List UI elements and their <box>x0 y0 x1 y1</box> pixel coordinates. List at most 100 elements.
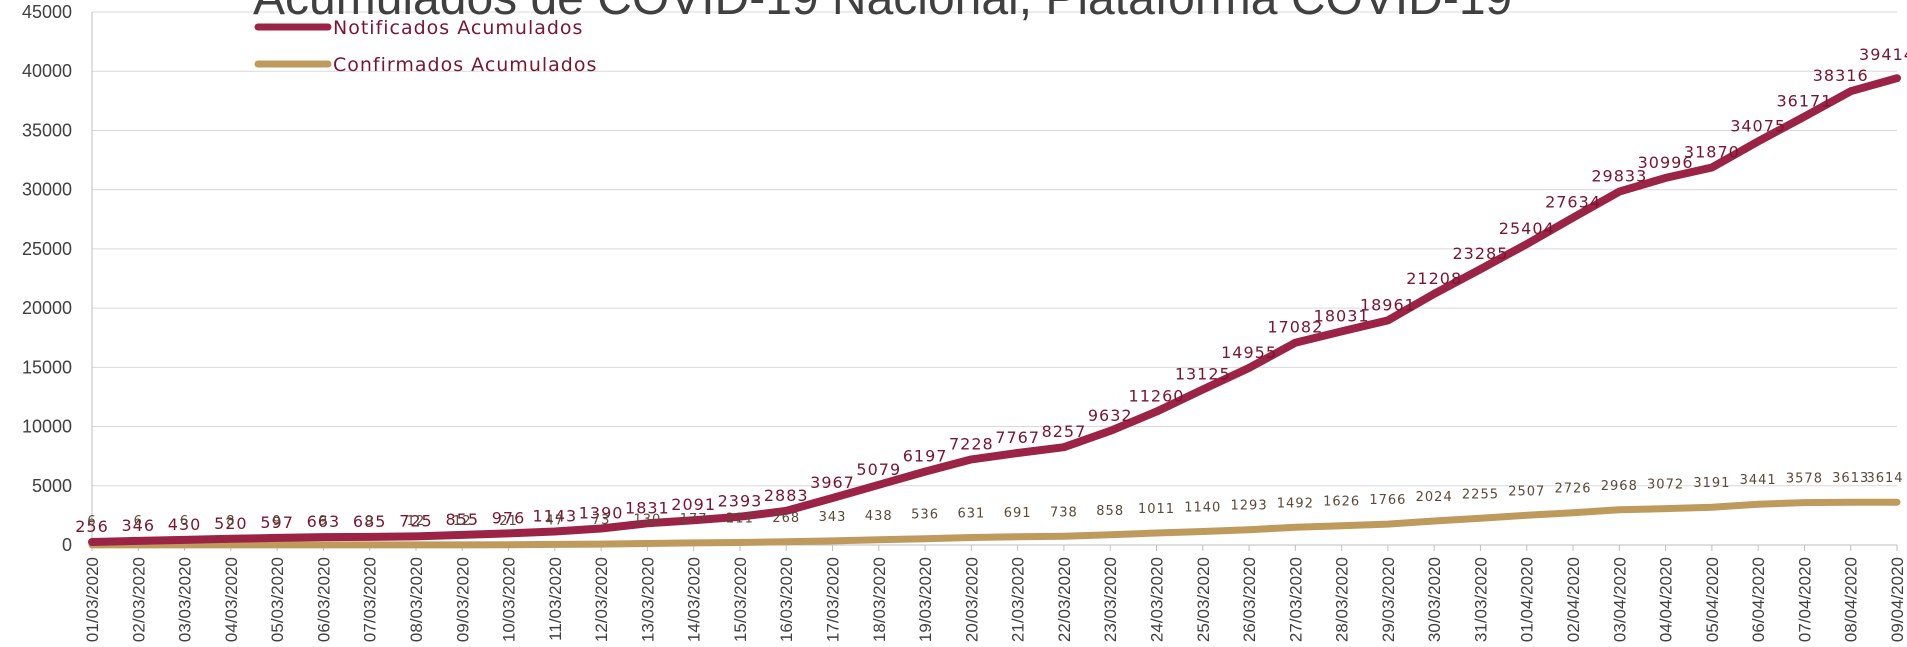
data-label-confirmados: 1140 <box>1184 500 1221 515</box>
y-tick-label: 5000 <box>32 476 72 496</box>
y-tick-label: 40000 <box>22 61 72 81</box>
data-label-confirmados: 2255 <box>1462 487 1499 502</box>
data-label-notificados: 14955 <box>1221 343 1277 362</box>
x-tick-label: 22/03/2020 <box>1055 557 1074 642</box>
x-tick-label: 14/03/2020 <box>685 557 704 642</box>
data-label-notificados: 18031 <box>1314 306 1370 325</box>
data-label-notificados: 6197 <box>903 447 948 466</box>
x-tick-label: 11/03/2020 <box>546 557 565 641</box>
series-line-notificados-acumulados <box>88 74 1901 546</box>
data-label-confirmados: 3578 <box>1786 472 1823 487</box>
data-label-notificados: 2091 <box>671 495 716 514</box>
data-label-notificados: 39414 <box>1859 45 1907 64</box>
data-label-notificados: 597 <box>260 513 294 532</box>
x-tick-label: 09/04/2020 <box>1888 557 1907 642</box>
data-label-confirmados: 2968 <box>1601 479 1638 494</box>
x-tick-label: 24/03/2020 <box>1147 557 1166 642</box>
x-tick-label: 02/04/2020 <box>1564 557 1583 642</box>
y-tick-label: 20000 <box>22 298 72 318</box>
data-label-notificados: 256 <box>75 517 109 536</box>
y-tick-label: 35000 <box>22 120 72 140</box>
x-tick-label: 02/03/2020 <box>129 557 148 642</box>
data-label-notificados: 520 <box>214 514 248 533</box>
x-tick-label: 05/04/2020 <box>1703 557 1722 642</box>
data-label-confirmados: 3191 <box>1693 476 1730 491</box>
y-tick-label: 15000 <box>22 357 72 377</box>
data-label-notificados: 34075 <box>1730 116 1786 135</box>
x-tick-label: 25/03/2020 <box>1194 557 1213 642</box>
data-labels: 256 346 430 520 597 663 685 725 855 976 1143 1390 18… <box>75 45 1907 536</box>
y-axis-ticks: 0 5000 10000 15000 20000 25000 30000 35000 40000… <box>22 2 72 555</box>
data-label-notificados: 11260 <box>1129 387 1185 406</box>
data-label-notificados: 1143 <box>532 506 577 525</box>
data-label-confirmados: 47 <box>546 513 565 528</box>
data-label-confirmados: 438 <box>865 509 893 524</box>
x-tick-label: 26/03/2020 <box>1240 557 1259 642</box>
x-tick-label: 01/03/2020 <box>83 557 102 642</box>
y-tick-label: 30000 <box>22 180 72 200</box>
data-label-confirmados: 268 <box>772 511 800 526</box>
x-tick-label: 05/03/2020 <box>268 557 287 642</box>
data-label-notificados: 2393 <box>718 492 763 511</box>
data-label-confirmados: 536 <box>911 508 939 523</box>
data-label-notificados: 9632 <box>1088 406 1133 425</box>
x-tick-label: 03/04/2020 <box>1610 557 1629 642</box>
data-label-confirmados: 12 <box>407 514 426 529</box>
x-tick-label: 07/03/2020 <box>361 557 380 642</box>
data-label-notificados: 663 <box>307 512 341 531</box>
data-label-confirmados: 691 <box>1004 506 1032 521</box>
data-label-confirmados: 2024 <box>1416 490 1453 505</box>
data-label-notificados: 5079 <box>856 460 901 479</box>
data-label-notificados: 23285 <box>1453 244 1509 263</box>
data-label-confirmados: 6 <box>134 514 143 529</box>
data-label-notificados: 29833 <box>1591 167 1647 186</box>
data-label-confirmados: 21 <box>499 514 518 529</box>
data-label-confirmados: 1011 <box>1138 502 1175 517</box>
x-tick-label: 07/04/2020 <box>1795 557 1814 642</box>
data-label-confirmados: 1766 <box>1369 493 1406 508</box>
data-label-confirmados: 211 <box>726 512 754 527</box>
x-axis-ticks: 01/03/2020 02/03/2020 03/03/2020 04/03/2020… <box>83 545 1907 642</box>
x-tick-label: 01/04/2020 <box>1518 557 1537 642</box>
data-label-confirmados: 1492 <box>1277 496 1314 511</box>
data-label-confirmados: 9 <box>319 514 328 529</box>
x-tick-label: 15/03/2020 <box>731 557 750 642</box>
data-label-notificados: 855 <box>445 510 479 529</box>
data-label-notificados: 346 <box>122 516 156 535</box>
data-label-notificados: 7228 <box>949 434 994 453</box>
data-label-confirmados: 2726 <box>1554 482 1591 497</box>
data-label-confirmados: 3614 <box>1866 471 1903 486</box>
legend-label: Notificados Acumulados <box>333 17 583 39</box>
data-label-confirmados: 858 <box>1096 504 1124 519</box>
data-label-notificados: 21208 <box>1406 269 1462 288</box>
x-tick-label: 13/03/2020 <box>638 557 657 642</box>
series-line-confirmados-acumulados <box>88 498 1901 549</box>
data-label-confirmados: 2507 <box>1508 484 1545 499</box>
data-label-confirmados: 6 <box>87 514 96 529</box>
data-label-notificados: 2883 <box>764 486 809 505</box>
x-tick-label: 29/03/2020 <box>1379 557 1398 642</box>
x-tick-label: 18/03/2020 <box>870 557 889 642</box>
data-label-confirmados: 1626 <box>1323 495 1360 510</box>
chart-title: Acumulados de COVID-19 Nacional, Platafo… <box>253 0 1512 25</box>
x-tick-label: 31/03/2020 <box>1471 557 1490 642</box>
x-tick-label: 04/04/2020 <box>1657 557 1676 642</box>
y-tick-label: 10000 <box>22 417 72 437</box>
data-label-notificados: 31870 <box>1684 143 1740 162</box>
data-label-notificados: 7767 <box>995 428 1040 447</box>
x-tick-label: 06/04/2020 <box>1749 557 1768 642</box>
data-label-notificados: 976 <box>492 508 526 527</box>
data-label-confirmados: 130 <box>633 512 661 527</box>
data-label-confirmados: 9 <box>365 514 374 529</box>
data-label-confirmados: 3441 <box>1740 473 1777 488</box>
data-label-notificados: 13125 <box>1175 365 1231 384</box>
data-label-confirmados: 3613 <box>1832 471 1869 486</box>
data-label-confirmados: 9 <box>272 514 281 529</box>
x-tick-label: 19/03/2020 <box>916 557 935 642</box>
data-label-confirmados: 6 <box>180 514 189 529</box>
x-tick-label: 30/03/2020 <box>1425 557 1444 642</box>
data-label-confirmados: 738 <box>1050 505 1078 520</box>
data-label-notificados: 38316 <box>1813 66 1869 85</box>
gridlines <box>91 11 1897 546</box>
x-tick-label: 28/03/2020 <box>1333 557 1352 642</box>
